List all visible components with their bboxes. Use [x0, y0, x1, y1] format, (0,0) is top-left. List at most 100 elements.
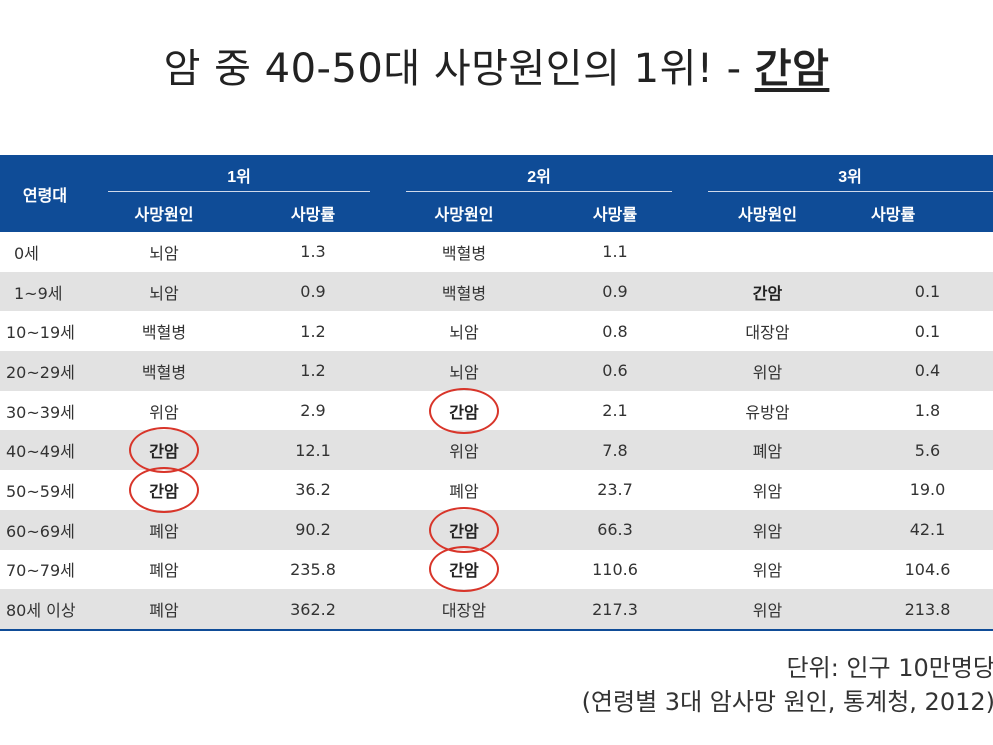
cause-label: 위암 [752, 481, 783, 501]
slide-title: 암 중 40-50대 사망원인의 1위! - 간암 [0, 36, 993, 94]
cause-cell: 위암 [90, 391, 238, 431]
cause-label: 폐암 [149, 561, 179, 581]
age-cell: 1~9세 [0, 271, 90, 312]
rate-cell: 2.9 [238, 391, 388, 431]
cause-cell: 간암 [388, 546, 540, 593]
cause-cell: 백혈병 [388, 232, 540, 272]
rate-value: 0.9 [602, 282, 628, 302]
rate-value: 110.6 [592, 559, 638, 579]
rate-cell: 1.2 [238, 351, 388, 391]
cause-label: 백혈병 [141, 323, 187, 343]
age-cell: 30~39세 [0, 391, 90, 431]
rate-cell: 217.3 [540, 589, 690, 631]
footnote: 단위: 인구 10만명당 (연령별 3대 암사망 원인, 통계청, 2012) [582, 651, 993, 719]
age-label: 50~59세 [6, 481, 75, 501]
rate-cell: 0.1 [845, 311, 993, 351]
cause-cell: 위암 [690, 589, 845, 631]
cause-cell: 뇌암 [388, 351, 540, 391]
cause-cell: 대장암 [388, 589, 540, 631]
cause-cell: 위암 [690, 470, 845, 510]
rate-cell: 1.2 [238, 311, 388, 351]
cause-cell: 위암 [690, 509, 845, 550]
rate-header: 사망률 [845, 194, 993, 232]
table-row: 50~59세 간암 36.2 폐암 23.7 위암 19.0 [0, 466, 993, 513]
rate-cell: 110.6 [540, 550, 690, 590]
rate-value: 19.0 [909, 480, 946, 500]
rate-value: 2.1 [602, 401, 628, 421]
cause-header: 사망원인 [388, 194, 540, 232]
age-cell: 80세 이상 [0, 589, 90, 631]
age-cell: 20~29세 [0, 351, 90, 391]
cause-cell: 간암 [388, 506, 540, 553]
rate-cell: 1.3 [238, 232, 388, 272]
rate-value: 90.2 [295, 520, 331, 540]
cause-label: 간암 [428, 506, 499, 553]
cancer-death-table: 연령대 1위 2위 3위 사망원인 사망률 사망원인 사망률 사망원인 사망률 … [0, 155, 993, 631]
title-prefix: 암 중 40-50대 사망원인의 1위! - [163, 46, 755, 92]
age-label: 80세 이상 [6, 601, 76, 621]
cause-cell: 폐암 [90, 589, 238, 631]
rate-value: 0.1 [914, 321, 941, 341]
cause-cell: 간암 [690, 271, 845, 312]
table-row: 80세 이상 폐암 362.2 대장암 217.3 위암 213.8 [0, 589, 993, 631]
rate-cell: 90.2 [238, 509, 388, 550]
cause-label: 뇌암 [449, 323, 479, 343]
age-cell: 10~19세 [0, 311, 90, 351]
age-label: 30~39세 [6, 402, 75, 422]
age-label: 20~29세 [6, 362, 75, 382]
cause-label: 백혈병 [141, 362, 187, 382]
rate-value: 0.4 [914, 361, 941, 381]
cause-header: 사망원인 [690, 194, 845, 232]
cause-cell: 위암 [690, 351, 845, 391]
rate-cell: 213.8 [845, 589, 993, 631]
cause-cell: 백혈병 [90, 351, 238, 391]
highlight-circle [428, 387, 499, 434]
rate-value: 0.9 [300, 282, 326, 302]
cause-label: 위암 [449, 442, 479, 462]
rate-value: 235.8 [290, 559, 336, 579]
age-header: 연령대 [0, 155, 90, 232]
rate-cell: 0.8 [540, 311, 690, 351]
table-row: 10~19세 백혈병 1.2 뇌암 0.8 대장암 0.1 [0, 311, 993, 351]
cause-cell: 유방암 [690, 391, 845, 431]
cause-cell: 백혈병 [388, 271, 540, 312]
cause-label: 간암 [752, 283, 783, 303]
age-label: 60~69세 [6, 521, 75, 541]
rate-cell: 0.9 [238, 271, 388, 312]
rate-cell: 0.4 [845, 351, 993, 391]
cause-label: 간암 [128, 466, 199, 513]
rank-3-header: 3위 [690, 155, 993, 194]
rank-3-label: 3위 [838, 168, 862, 186]
rate-value: 2.9 [300, 401, 326, 421]
rate-cell: 23.7 [540, 470, 690, 510]
cause-label: 위암 [752, 362, 783, 382]
age-label: 10~19세 [6, 323, 75, 343]
rate-cell: 12.1 [238, 430, 388, 471]
cause-label: 폐암 [449, 481, 479, 501]
rate-value: 42.1 [909, 520, 946, 540]
cause-label: 위암 [752, 601, 783, 621]
rate-value: 1.3 [300, 242, 326, 262]
rate-cell: 19.0 [845, 470, 993, 510]
table-row: 0세 뇌암 1.3 백혈병 1.1 [0, 232, 993, 272]
rate-value: 1.8 [914, 401, 941, 421]
cancer-death-table-container: 연령대 1위 2위 3위 사망원인 사망률 사망원인 사망률 사망원인 사망률 … [0, 155, 993, 631]
rate-value: 36.2 [295, 480, 331, 500]
cause-cell: 폐암 [388, 470, 540, 510]
rate-value: 104.6 [904, 559, 951, 579]
rate-value: 5.6 [914, 440, 941, 460]
rate-cell: 0.6 [540, 351, 690, 391]
rate-value: 23.7 [597, 480, 633, 500]
cause-label: 뇌암 [149, 283, 179, 303]
cause-label: 뇌암 [449, 362, 479, 382]
cause-label: 간암 [428, 546, 499, 593]
cause-label: 뇌암 [149, 243, 179, 263]
table-row: 30~39세 위암 2.9 간암 2.1 유방암 1.8 [0, 387, 993, 434]
rate-value: 12.1 [295, 440, 331, 460]
cause-cell: 간암 [388, 387, 540, 434]
age-cell: 40~49세 [0, 430, 90, 471]
age-label: 70~79세 [6, 561, 75, 581]
cause-label: 백혈병 [441, 283, 487, 303]
rank-1-header: 1위 [90, 155, 388, 194]
rate-cell: 42.1 [845, 509, 993, 550]
